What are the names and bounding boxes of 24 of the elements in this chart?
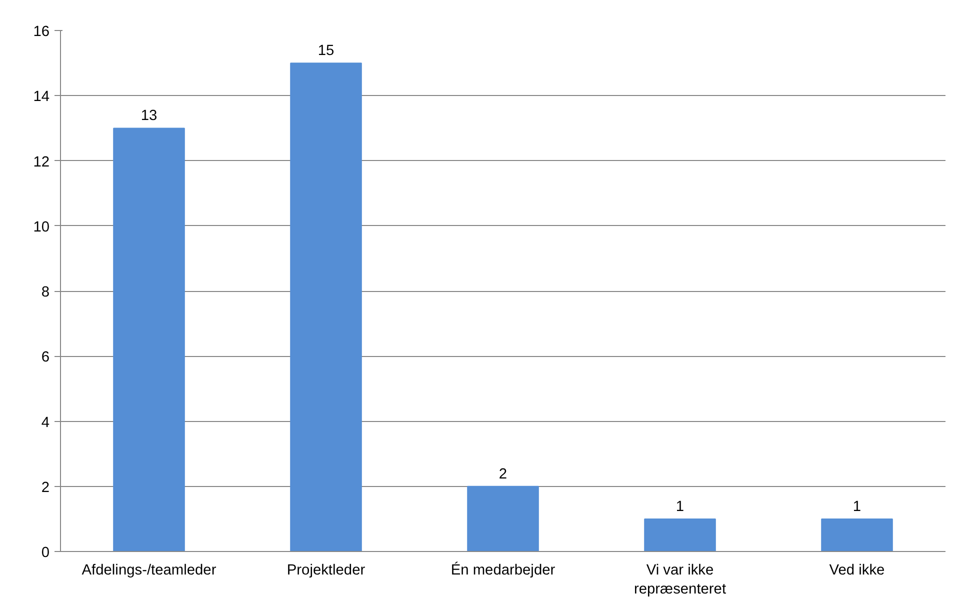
bar bbox=[467, 486, 539, 552]
data-label: 1 bbox=[676, 498, 684, 515]
y-tick-label: 14 bbox=[33, 89, 50, 106]
bar bbox=[644, 518, 716, 552]
y-tick-label: 2 bbox=[41, 480, 50, 496]
y-tick-label: 0 bbox=[41, 545, 50, 561]
data-label: 13 bbox=[140, 108, 158, 124]
bar bbox=[113, 128, 185, 552]
data-label: 15 bbox=[318, 43, 334, 60]
x-tick-label: Vi var ikke repræsenteret bbox=[634, 562, 726, 598]
y-tick-label: 4 bbox=[41, 414, 50, 431]
x-tick-label: Ved ikke bbox=[829, 562, 885, 578]
y-tick-label: 8 bbox=[41, 284, 50, 300]
y-tick-label: 16 bbox=[33, 24, 50, 40]
bar bbox=[290, 62, 362, 552]
y-tick-label: 10 bbox=[33, 219, 50, 236]
data-label: 2 bbox=[498, 466, 508, 482]
x-tick-label: Projektleder bbox=[286, 562, 366, 578]
data-label: 1 bbox=[852, 498, 862, 515]
x-tick-label: Én medarbejder bbox=[450, 562, 556, 578]
y-tick-label: 12 bbox=[33, 154, 50, 170]
y-tick-label: 6 bbox=[41, 350, 50, 366]
bar bbox=[821, 518, 893, 552]
x-tick-label: Afdelings-/teamleder bbox=[82, 562, 216, 578]
